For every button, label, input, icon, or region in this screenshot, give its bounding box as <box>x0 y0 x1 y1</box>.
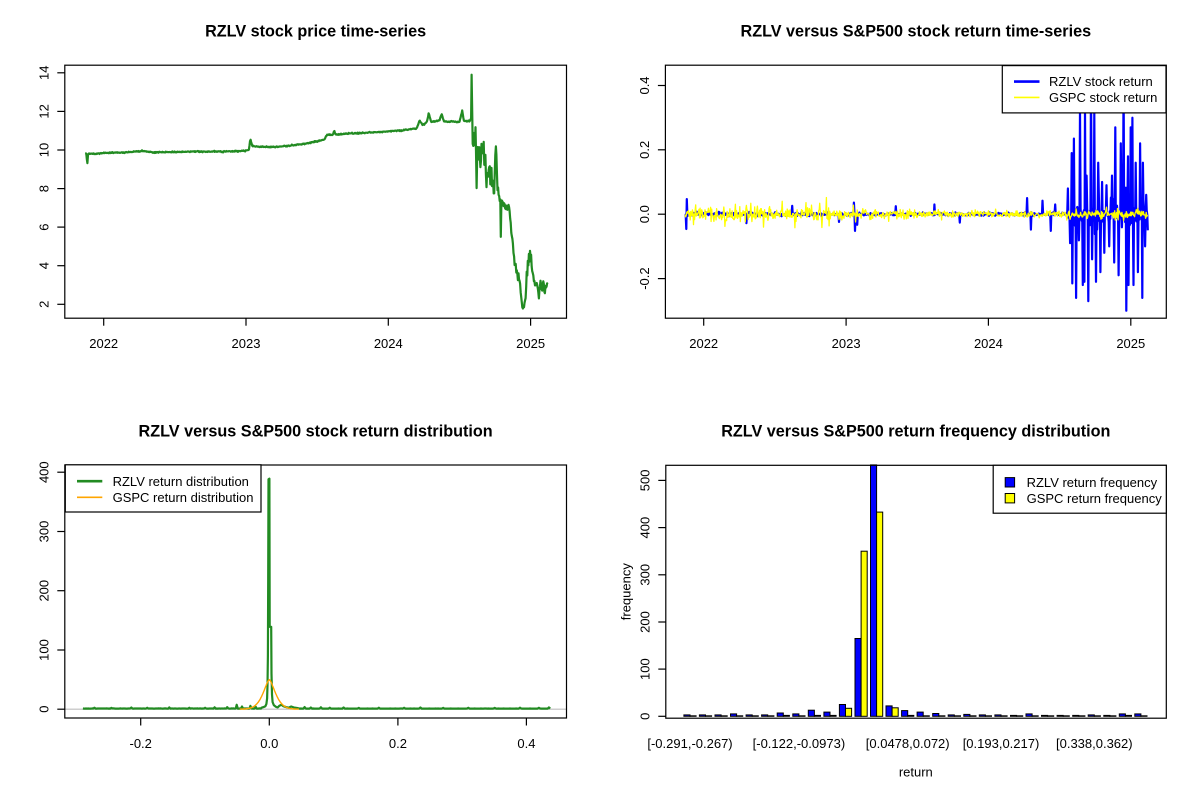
svg-text:400: 400 <box>36 461 51 483</box>
svg-text:0: 0 <box>637 713 652 720</box>
svg-text:[0.193,0.217): [0.193,0.217) <box>963 736 1040 751</box>
svg-text:RZLV versus S&P500 return freq: RZLV versus S&P500 return frequency dist… <box>721 423 1110 441</box>
svg-text:0.4: 0.4 <box>637 76 652 94</box>
svg-text:100: 100 <box>637 658 652 680</box>
svg-text:2024: 2024 <box>974 336 1003 351</box>
svg-text:6: 6 <box>36 223 51 230</box>
svg-text:GSPC return frequency: GSPC return frequency <box>1027 491 1163 506</box>
svg-text:[0.338,0.362): [0.338,0.362) <box>1056 736 1133 751</box>
svg-text:8: 8 <box>36 185 51 192</box>
svg-text:[0.0478,0.072): [0.0478,0.072) <box>866 736 950 751</box>
svg-text:4: 4 <box>36 262 51 269</box>
svg-text:300: 300 <box>637 564 652 586</box>
svg-text:0.0: 0.0 <box>260 736 278 751</box>
svg-text:-0.2: -0.2 <box>637 267 652 289</box>
svg-text:2023: 2023 <box>832 336 861 351</box>
svg-text:2024: 2024 <box>374 336 403 351</box>
svg-text:return: return <box>899 765 933 780</box>
svg-text:0.2: 0.2 <box>637 141 652 159</box>
svg-text:0.4: 0.4 <box>517 736 535 751</box>
svg-text:10: 10 <box>36 143 51 157</box>
svg-text:14: 14 <box>36 66 51 80</box>
svg-text:2025: 2025 <box>1116 336 1145 351</box>
svg-text:RZLV return frequency: RZLV return frequency <box>1027 475 1158 490</box>
svg-text:2025: 2025 <box>516 336 545 351</box>
svg-text:2022: 2022 <box>89 336 118 351</box>
svg-text:2: 2 <box>36 301 51 308</box>
svg-text:RZLV versus S&P500 stock retur: RZLV versus S&P500 stock return distribu… <box>139 423 493 441</box>
svg-text:0: 0 <box>36 706 51 713</box>
svg-text:0.0: 0.0 <box>637 205 652 223</box>
svg-text:2022: 2022 <box>689 336 718 351</box>
svg-text:2023: 2023 <box>232 336 261 351</box>
svg-text:0.2: 0.2 <box>389 736 407 751</box>
svg-text:12: 12 <box>36 104 51 118</box>
svg-text:-0.2: -0.2 <box>129 736 151 751</box>
svg-text:RZLV versus S&P500 stock retur: RZLV versus S&P500 stock return time-ser… <box>741 23 1092 41</box>
svg-text:RZLV stock return: RZLV stock return <box>1049 74 1153 89</box>
svg-text:300: 300 <box>36 521 51 543</box>
svg-text:GSPC stock return: GSPC stock return <box>1049 90 1157 105</box>
svg-text:400: 400 <box>637 517 652 539</box>
svg-text:RZLV stock price time-series: RZLV stock price time-series <box>205 23 426 41</box>
svg-text:RZLV return distribution: RZLV return distribution <box>113 474 249 489</box>
svg-text:[-0.122,-0.0973): [-0.122,-0.0973) <box>753 736 846 751</box>
svg-text:GSPC return distribution: GSPC return distribution <box>113 490 254 505</box>
svg-text:100: 100 <box>36 639 51 661</box>
svg-text:frequency: frequency <box>619 563 634 621</box>
svg-text:200: 200 <box>36 580 51 602</box>
svg-text:[-0.291,-0.267): [-0.291,-0.267) <box>647 736 732 751</box>
svg-text:200: 200 <box>637 611 652 633</box>
svg-text:500: 500 <box>637 470 652 492</box>
